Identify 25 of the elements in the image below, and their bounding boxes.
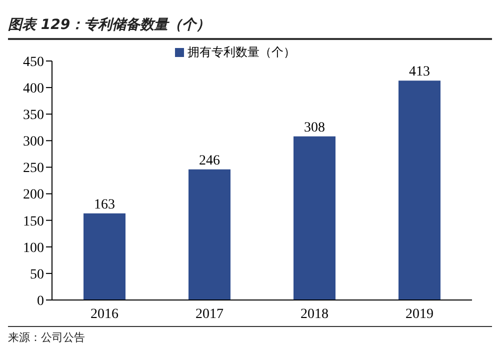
y-tick-label: 400 xyxy=(23,82,44,97)
bar xyxy=(188,169,230,300)
x-tick-label: 2019 xyxy=(406,306,434,322)
chart-title: 图表 129：专利储备数量（个） xyxy=(8,8,492,40)
y-tick-label: 0 xyxy=(37,294,44,309)
x-tick-label: 2016 xyxy=(90,306,118,322)
y-tick-label: 350 xyxy=(23,108,44,124)
data-label: 246 xyxy=(199,153,220,168)
y-tick-label: 300 xyxy=(23,134,44,150)
y-tick-label: 100 xyxy=(23,240,44,256)
bar xyxy=(294,136,336,300)
y-tick-label: 250 xyxy=(23,161,44,176)
x-tick-label: 2017 xyxy=(196,306,224,322)
bar xyxy=(398,80,440,300)
y-tick-label: 50 xyxy=(30,267,44,282)
data-label: 163 xyxy=(94,197,115,212)
data-label: 413 xyxy=(409,64,430,80)
y-tick-label: 450 xyxy=(23,54,44,70)
bar xyxy=(84,213,126,300)
y-tick-label: 200 xyxy=(23,188,44,203)
source-note: 来源：公司公告 xyxy=(8,330,86,345)
data-label: 308 xyxy=(304,120,325,136)
y-tick-label: 150 xyxy=(23,214,44,230)
x-tick-label: 2018 xyxy=(300,306,328,322)
legend-label: 拥有专利数量（个） xyxy=(188,45,296,59)
